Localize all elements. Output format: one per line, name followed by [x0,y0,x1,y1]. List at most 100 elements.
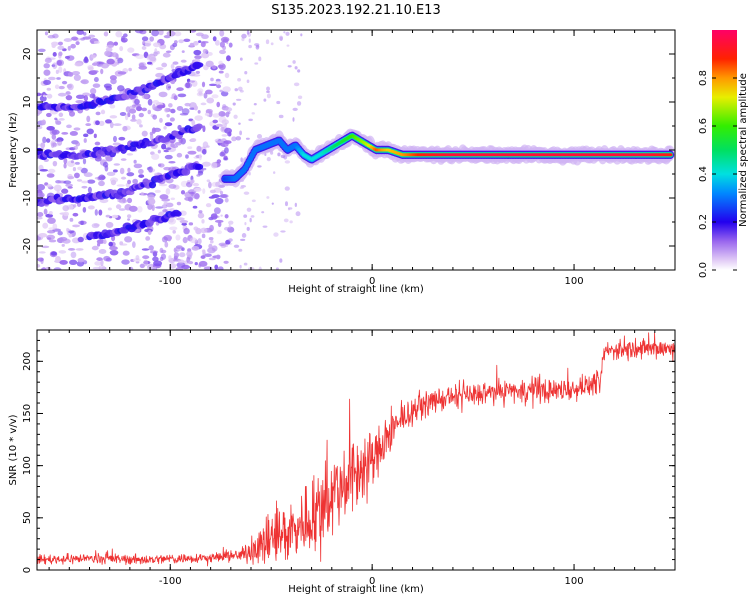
spectrogram-noise-blob [297,69,301,73]
spectrogram-noise-blob [214,264,219,270]
spectrogram-noise-blob [66,84,73,89]
spectrogram-noise-blob [159,194,169,200]
spectrogram-noise-blob [246,79,250,84]
spectrogram-noise-blob [82,36,92,40]
spectrogram-noise-blob [222,86,231,93]
spectrogram-noise-blob [201,219,205,224]
spectrogram-noise-blob [67,72,74,77]
spectrogram-noise-blob [74,161,80,165]
spectrogram-trace-core [246,160,251,164]
spectrogram-noise-blob [254,43,260,47]
spectrogram-noise-blob [228,224,231,229]
spectrogram-noise-blob [82,158,87,165]
spectrogram-noise-blob [241,37,245,42]
spectrogram-noise-blob [43,79,52,86]
spectrogram-noise-blob [175,267,183,270]
spectrogram-noise-blob [196,145,202,152]
spectrogram-noise-blob [75,248,84,251]
spectrogram-noise-blob [136,106,143,112]
spectrogram-noise-blob [141,46,147,50]
spectrogram-noise-blob [58,250,67,254]
spectrogram-noise-blob [193,105,198,111]
spectrogram-noise-blob [85,123,92,127]
spectrogram-noise-blob [201,52,210,59]
spectrogram-noise-blob [219,41,225,48]
spectrogram-y-tick-label: 0 [22,147,33,153]
spectrogram-noise-blob [224,122,228,128]
spectrogram-noise-blob [52,62,58,69]
snr-frame [36,329,676,571]
spectrogram-noise-blob [184,102,191,107]
spectrogram-noise-blob [170,143,175,148]
spectrogram-noise-blob [181,50,185,54]
spectrogram-noise-blob [122,125,128,132]
spectrogram-noise-blob [141,248,150,251]
spectrogram-noise-blob [177,93,187,98]
spectrogram-noise-blob [166,114,170,118]
spectrogram-noise-blob [118,208,126,211]
spectrogram-noise-blob [223,244,229,248]
spectrogram-noise-blob [104,119,112,124]
spectrogram-noise-blob [270,42,274,46]
spectrogram-noise-blob [232,102,236,106]
spectrogram-noise-blob [109,177,119,183]
spectrogram-noise-blob [124,113,129,121]
spectrogram-noise-blob [216,101,221,108]
spectrogram-noise-blob [255,44,260,50]
spectrogram-noise-blob [91,62,98,66]
spectrogram-noise-blob [103,31,109,37]
spectrogram-noise-blob [237,78,242,82]
colorbar-ticks: 0.0 0.2 0.4 0.6 0.8 [698,70,737,278]
spectrogram-noise-blob [208,196,216,199]
spectrogram-noise-blob [197,110,201,114]
spectrogram-noise-blob [248,44,252,49]
spectrogram-noise-blob [182,236,188,244]
spectrogram-noise-blob [226,55,231,62]
spectrogram-noise-blob [81,180,89,184]
spectrogram-noise-blob [119,243,128,246]
spectrogram-track-blob [195,123,203,130]
spectrogram-noise-blob [86,115,91,123]
spectrogram-noise-blob [109,121,114,129]
spectrogram-noise-blob [92,266,102,270]
spectrogram-noise-blob [128,205,138,212]
spectrogram-noise-blob [169,263,177,269]
spectrogram-noise-blob [161,236,168,243]
spectrogram-noise-blob [75,100,85,104]
spectrogram-noise-blob [191,74,201,77]
spectrogram-noise-blob [283,218,289,223]
spectrogram-noise-blob [215,123,223,127]
spectrogram-noise-blob [187,150,197,155]
spectrogram-noise-blob [181,264,191,270]
spectrogram-noise-blob [46,184,53,188]
spectrogram-noise-blob [162,209,168,213]
spectrogram-noise-blob [61,80,68,85]
spectrogram-noise-blob [37,216,43,220]
spectrogram-noise-blob [181,222,188,226]
spectrogram-noise-blob [244,222,247,226]
spectrogram-noise-blob [58,51,63,57]
spectrogram-noise-blob [106,171,116,177]
spectrogram-noise-blob [194,55,202,60]
spectrogram-noise-blob [195,70,200,74]
spectrogram-noise-blob [74,172,80,179]
spectrogram-noise-blob [222,38,229,43]
spectrogram-noise-blob [42,222,49,229]
spectrogram-noise-blob [287,207,291,211]
spectrogram-noise-blob [46,126,55,131]
spectrogram-noise-blob [109,75,117,81]
spectrogram-noise-blob [37,264,41,268]
spectrogram-noise-blob [105,86,112,91]
spectrogram-noise-blob [169,226,178,231]
spectrogram-noise-blob [217,221,222,228]
spectrogram-noise-blob [203,92,208,99]
spectrogram-noise-blob [292,60,296,64]
spectrogram-noise-blob [251,199,256,203]
spectrogram-noise-blob [202,125,206,133]
spectrogram-noise-blob [266,196,270,199]
spectrogram-noise-blob [173,247,177,253]
spectrogram-noise-blob [93,77,99,83]
spectrogram-noise-blob [204,112,210,116]
spectrogram-noise-blob [95,120,100,126]
